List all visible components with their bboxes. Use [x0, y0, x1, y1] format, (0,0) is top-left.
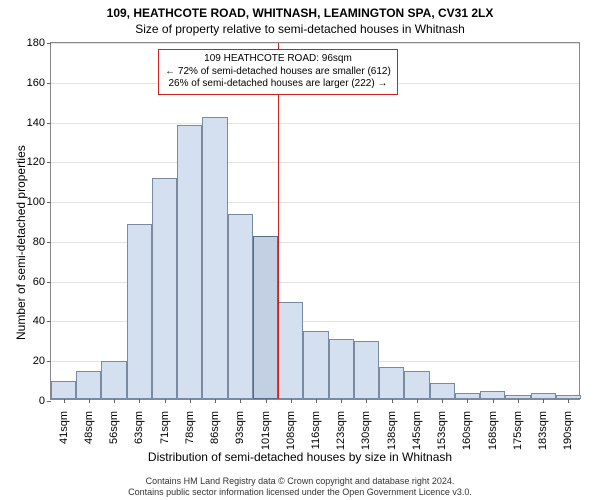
bar [127, 224, 152, 399]
x-tick-mark [114, 399, 115, 403]
x-tick-mark [417, 399, 418, 403]
x-tick-mark [165, 399, 166, 403]
callout-box: 109 HEATHCOTE ROAD: 96sqm← 72% of semi-d… [158, 49, 398, 95]
x-tick-mark [392, 399, 393, 403]
x-tick-label: 108sqm [285, 411, 297, 450]
x-tick-label: 160sqm [461, 411, 473, 450]
y-tick-label: 40 [33, 315, 45, 327]
y-tick-mark [47, 123, 51, 124]
x-tick-mark [518, 399, 519, 403]
bar [329, 339, 354, 399]
x-tick-mark [266, 399, 267, 403]
x-tick-mark [139, 399, 140, 403]
x-tick-label: 93sqm [234, 411, 246, 444]
x-tick-label: 41sqm [58, 411, 70, 444]
x-tick-mark [291, 399, 292, 403]
y-tick-mark [47, 401, 51, 402]
attribution-footer: Contains HM Land Registry data © Crown c… [0, 476, 600, 498]
y-tick-mark [47, 202, 51, 203]
bar [278, 302, 303, 399]
gridline [51, 162, 579, 163]
x-tick-label: 175sqm [512, 411, 524, 450]
highlight-line [278, 43, 279, 399]
gridline [51, 123, 579, 124]
y-tick-mark [47, 83, 51, 84]
y-tick-label: 160 [27, 77, 45, 89]
plot-area: 02040608010012014016018041sqm48sqm56sqm6… [50, 42, 580, 400]
y-tick-mark [47, 242, 51, 243]
y-tick-label: 0 [39, 395, 45, 407]
y-tick-mark [47, 321, 51, 322]
x-tick-mark [215, 399, 216, 403]
footer-line-1: Contains HM Land Registry data © Crown c… [0, 476, 600, 487]
y-axis-label: Number of semi-detached properties [14, 145, 28, 340]
y-tick-label: 60 [33, 276, 45, 288]
bar [76, 371, 101, 399]
bar [480, 391, 505, 399]
x-tick-mark [543, 399, 544, 403]
x-tick-label: 190sqm [562, 411, 574, 450]
bar [152, 178, 177, 399]
gridline [51, 43, 579, 44]
y-tick-mark [47, 162, 51, 163]
bar [101, 361, 126, 399]
callout-line: 109 HEATHCOTE ROAD: 96sqm [165, 53, 391, 66]
x-tick-label: 48sqm [83, 411, 95, 444]
x-tick-label: 71sqm [159, 411, 171, 444]
x-tick-label: 86sqm [209, 411, 221, 444]
x-tick-mark [568, 399, 569, 403]
bar [202, 117, 227, 399]
x-tick-label: 183sqm [537, 411, 549, 450]
chart-subtitle: Size of property relative to semi-detach… [0, 22, 600, 36]
x-tick-label: 138sqm [386, 411, 398, 450]
x-tick-label: 63sqm [133, 411, 145, 444]
bar [379, 367, 404, 399]
bar [303, 331, 328, 399]
chart-title: 109, HEATHCOTE ROAD, WHITNASH, LEAMINGTO… [0, 6, 600, 20]
x-tick-mark [240, 399, 241, 403]
x-tick-label: 168sqm [487, 411, 499, 450]
y-tick-label: 180 [27, 37, 45, 49]
x-tick-mark [366, 399, 367, 403]
y-tick-mark [47, 361, 51, 362]
y-tick-mark [47, 43, 51, 44]
x-tick-label: 130sqm [360, 411, 372, 450]
y-tick-label: 140 [27, 117, 45, 129]
bar [177, 125, 202, 399]
bar [354, 341, 379, 399]
x-tick-mark [190, 399, 191, 403]
x-tick-mark [89, 399, 90, 403]
x-tick-label: 153sqm [436, 411, 448, 450]
y-tick-label: 120 [27, 156, 45, 168]
gridline [51, 202, 579, 203]
y-tick-mark [47, 282, 51, 283]
x-tick-mark [442, 399, 443, 403]
x-axis-label: Distribution of semi-detached houses by … [0, 450, 600, 464]
callout-line: 26% of semi-detached houses are larger (… [165, 78, 391, 91]
bar [430, 383, 455, 399]
x-tick-mark [493, 399, 494, 403]
y-tick-label: 100 [27, 196, 45, 208]
y-tick-label: 20 [33, 355, 45, 367]
x-tick-mark [467, 399, 468, 403]
x-tick-label: 101sqm [260, 411, 272, 450]
callout-line: ← 72% of semi-detached houses are smalle… [165, 66, 391, 79]
bar [404, 371, 429, 399]
x-tick-mark [316, 399, 317, 403]
x-tick-label: 123sqm [335, 411, 347, 450]
x-tick-label: 116sqm [310, 411, 322, 449]
x-tick-mark [341, 399, 342, 403]
x-tick-label: 56sqm [108, 411, 120, 444]
x-tick-label: 78sqm [184, 411, 196, 444]
x-tick-mark [64, 399, 65, 403]
x-tick-label: 145sqm [411, 411, 423, 450]
bar [228, 214, 253, 399]
footer-line-2: Contains public sector information licen… [0, 487, 600, 498]
bar-highlight [253, 236, 278, 399]
y-tick-label: 80 [33, 236, 45, 248]
bar [51, 381, 76, 399]
